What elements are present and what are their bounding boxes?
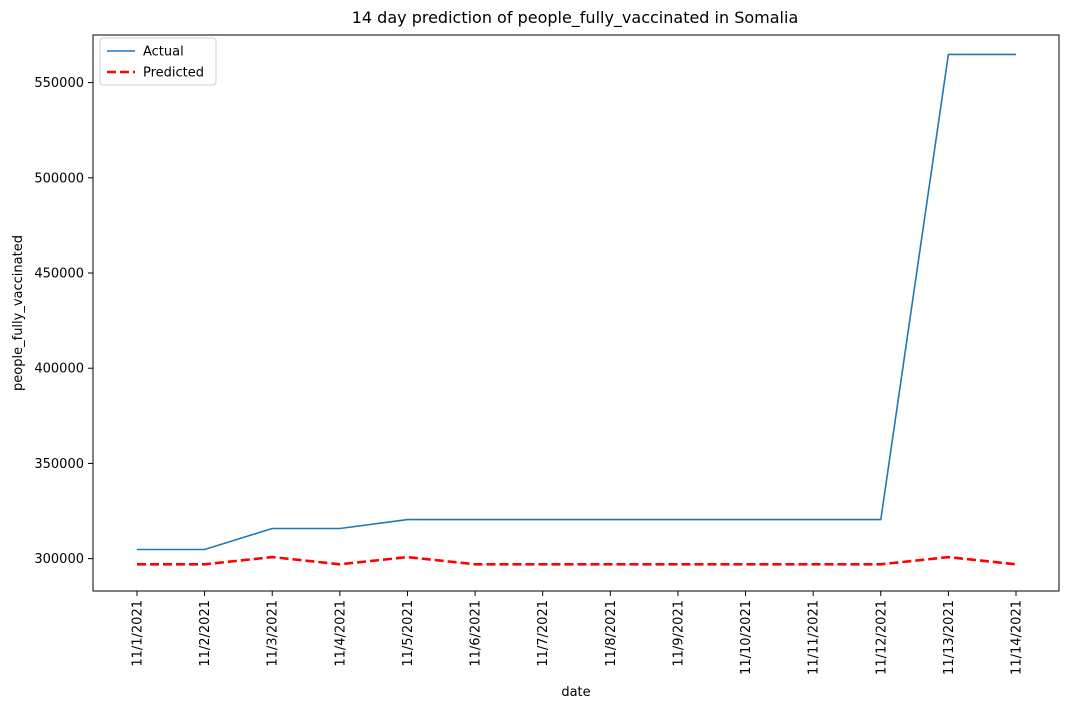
y-tick-label: 550000 (34, 76, 84, 91)
x-axis-label: date (561, 685, 590, 700)
series-lines (137, 53, 1017, 566)
x-tick-label: 11/6/2021 (469, 600, 484, 667)
chart-title: 14 day prediction of people_fully_vaccin… (352, 8, 799, 28)
y-axis-label: people_fully_vaccinated (11, 235, 26, 391)
legend-label-predicted: Predicted (143, 66, 204, 81)
y-tick-label: 500000 (34, 171, 84, 186)
x-tick-label: 11/3/2021 (266, 600, 281, 667)
series-line-predicted (137, 555, 1017, 566)
x-tick-label: 11/11/2021 (807, 600, 822, 675)
series-line-actual (137, 53, 1016, 551)
x-tick-label: 11/9/2021 (671, 600, 686, 667)
x-tick-label: 11/4/2021 (333, 600, 348, 667)
x-tick-label: 11/14/2021 (1010, 600, 1025, 675)
y-tick-label: 450000 (34, 267, 84, 282)
y-tick-label: 400000 (34, 362, 84, 377)
x-tick-label: 11/5/2021 (401, 600, 416, 667)
x-tick-label: 11/2/2021 (198, 600, 213, 667)
x-axis: 11/1/2021 11/2/2021 11/3/2021 11/4/2021 11/5… (131, 591, 1025, 675)
plot-area-frame (92, 34, 1060, 592)
x-tick-label: 11/12/2021 (874, 600, 889, 675)
y-tick-label: 350000 (34, 457, 84, 472)
y-tick-label: 300000 (34, 552, 84, 567)
x-tick-label: 11/7/2021 (536, 600, 551, 667)
y-axis: 300000 350000 400000 450000 500000 550000 (34, 76, 93, 567)
x-tick-label: 11/13/2021 (942, 600, 957, 675)
x-tick-label: 11/10/2021 (739, 600, 754, 675)
legend-label-actual: Actual (143, 45, 184, 60)
legend: Actual Predicted (99, 37, 217, 86)
x-tick-label: 11/8/2021 (604, 600, 619, 667)
x-tick-label: 11/1/2021 (131, 600, 146, 667)
